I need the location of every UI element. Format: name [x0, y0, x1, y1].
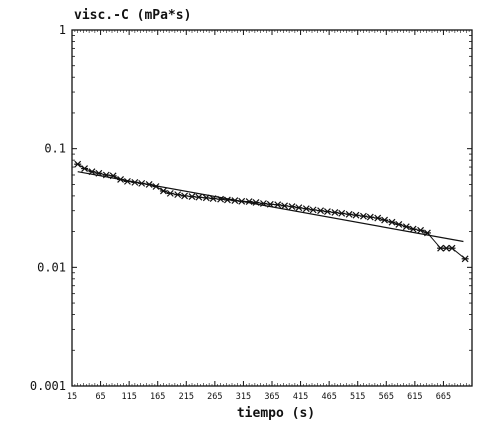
data-point [302, 205, 310, 213]
data-point [245, 198, 253, 206]
data-point [281, 202, 289, 210]
x-tick-label-5: 265 [207, 392, 222, 402]
x-tick-label-9: 465 [321, 392, 336, 402]
x-tick-label-2: 115 [121, 392, 136, 402]
y-tick-label-3: 0.001 [30, 379, 66, 393]
data-point [381, 216, 389, 224]
data-point [231, 197, 239, 205]
data-point [252, 199, 260, 206]
marks-layer [74, 160, 469, 263]
data-point [345, 210, 353, 218]
data-point [188, 193, 196, 200]
x-tick-label-12: 615 [407, 392, 422, 402]
data-point [417, 226, 425, 234]
data-point [374, 214, 382, 222]
data-point [323, 208, 331, 216]
data-point [331, 209, 339, 216]
x-tick-label-10: 515 [350, 392, 365, 402]
data-point [338, 209, 346, 217]
data-point [309, 206, 317, 214]
data-point [259, 200, 267, 207]
x-tick-label-6: 315 [236, 392, 251, 402]
data-point [159, 187, 167, 195]
data-point [195, 193, 203, 201]
data-point [102, 171, 110, 179]
y-axis-title: visc.-C (mPa*s) [74, 8, 191, 23]
data-point [109, 172, 117, 180]
data-point [117, 176, 125, 183]
x-tick-label-1: 65 [95, 392, 105, 402]
data-point [352, 211, 360, 219]
data-point [202, 194, 210, 202]
data-point [181, 192, 189, 200]
data-point [238, 197, 246, 205]
data-point [152, 183, 160, 190]
data-point [266, 200, 274, 208]
x-tick-label-4: 215 [179, 392, 194, 402]
data-point [388, 218, 396, 226]
data-point [461, 255, 469, 263]
data-point [123, 177, 131, 185]
data-point [223, 196, 231, 204]
data-point [217, 195, 225, 203]
data-point [395, 220, 403, 228]
x-tick-label-0: 15 [67, 392, 77, 402]
data-point [209, 195, 217, 202]
data-point [131, 178, 139, 186]
y-tick-label-0: 1 [59, 23, 66, 37]
data-point [423, 229, 431, 237]
data-point [145, 180, 153, 188]
data-point [88, 168, 96, 176]
data-point [402, 223, 410, 231]
x-tick-label-8: 415 [293, 392, 308, 402]
data-point [366, 213, 374, 221]
data-point [359, 212, 367, 220]
data-point [74, 160, 82, 168]
y-tick-label-1: 0.1 [44, 142, 66, 156]
x-tick-label-13: 665 [436, 392, 451, 402]
data-point [295, 204, 303, 212]
x-tick-label-3: 165 [150, 392, 165, 402]
data-point [81, 165, 89, 172]
data-point [448, 244, 456, 252]
data-point [317, 207, 325, 215]
y-tick-label-2: 0.01 [37, 260, 66, 274]
x-axis-title: tiempo (s) [237, 406, 315, 421]
data-point [274, 201, 282, 209]
data-point [409, 225, 417, 233]
x-tick-label-7: 365 [264, 392, 279, 402]
data-point [138, 179, 146, 187]
data-point [174, 191, 182, 199]
data-point [166, 189, 174, 197]
data-point [288, 203, 296, 211]
x-tick-label-11: 565 [379, 392, 394, 402]
data-point [95, 169, 103, 177]
